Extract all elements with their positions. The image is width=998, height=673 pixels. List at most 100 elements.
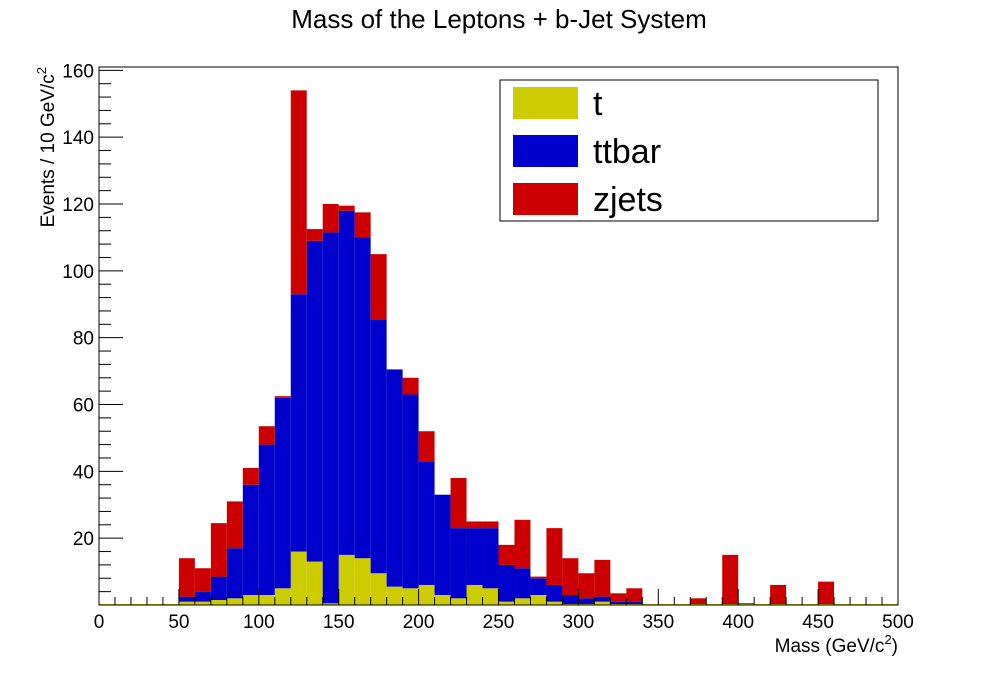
bar-zjets-100	[258, 426, 275, 445]
legend-label-zjets: zjets	[593, 181, 663, 219]
bar-ttbar-290	[562, 594, 579, 605]
y-tick-label-20: 20	[73, 529, 94, 550]
bar-zjets-420	[770, 584, 787, 605]
x-tick-label-100: 100	[243, 612, 275, 633]
bar-ttbar-230	[466, 528, 483, 585]
bar-zjets-310	[594, 559, 611, 597]
x-tick-label-250: 250	[483, 612, 515, 633]
bar-zjets-70	[210, 523, 227, 577]
bar-t-240	[482, 588, 499, 605]
bar-ttbar-80	[226, 548, 243, 599]
bar-zjets-80	[226, 501, 243, 549]
bar-t-120	[290, 551, 307, 605]
bar-ttbar-70	[210, 576, 227, 600]
x-tick-label-450: 450	[802, 612, 834, 633]
bar-ttbar-200	[418, 461, 435, 585]
bar-ttbar-320	[610, 601, 627, 605]
x-axis: 0 50 100 150 200 250 300 350 400 450 500	[94, 589, 914, 633]
bar-zjets-270	[530, 576, 547, 579]
y-tick-label-80: 80	[73, 329, 94, 350]
legend-label-t: t	[593, 85, 603, 123]
bar-ttbar-170	[370, 319, 387, 574]
bar-ttbar-250	[498, 564, 515, 602]
x-tick-label-50: 50	[168, 612, 189, 633]
x-axis-title: Mass (GeV/c2)	[775, 632, 898, 657]
bar-zjets-160	[354, 212, 371, 238]
bar-zjets-150	[338, 205, 355, 211]
bar-ttbar-300	[578, 598, 595, 605]
bar-zjets-110	[274, 396, 291, 398]
bar-t-210	[434, 594, 451, 605]
bar-ttbar-260	[514, 568, 531, 599]
y-axis-title: Events / 10 GeV/c2	[34, 67, 59, 227]
x-tick-label-500: 500	[882, 612, 914, 633]
bar-zjets-300	[578, 573, 595, 599]
bar-ttbar-240	[482, 528, 499, 589]
bar-ttbar-120	[290, 294, 307, 552]
bar-ttbar-100	[258, 444, 275, 595]
bar-zjets-140	[322, 204, 339, 233]
bar-ttbar-50	[178, 596, 195, 602]
bar-t-200	[418, 584, 435, 605]
bar-zjets-330	[626, 588, 643, 602]
x-tick-label-0: 0	[94, 612, 105, 633]
bar-zjets-50	[178, 558, 195, 597]
bar-t-160	[354, 558, 371, 605]
bar-zjets-240	[482, 521, 499, 529]
y-tick-label-60: 60	[73, 396, 94, 417]
x-tick-label-400: 400	[722, 612, 754, 633]
bar-ttbar-140	[322, 232, 339, 604]
bar-t-80	[226, 598, 243, 605]
bar-zjets-250	[498, 544, 515, 565]
legend: t ttbar zjets	[499, 79, 879, 222]
bar-ttbar-90	[242, 484, 259, 595]
bar-zjets-220	[450, 478, 467, 529]
bar-ttbar-210	[434, 494, 451, 595]
bar-zjets-60	[194, 568, 211, 592]
bar-ttbar-190	[402, 394, 419, 589]
bar-ttbar-130	[306, 240, 323, 562]
bar-t-150	[338, 554, 355, 605]
bar-t-260	[514, 598, 531, 605]
bar-t-170	[370, 573, 387, 605]
legend-label-ttbar: ttbar	[593, 133, 661, 171]
bar-zjets-260	[514, 519, 531, 569]
bar-t-90	[242, 594, 259, 605]
bar-t-60	[194, 601, 211, 605]
bar-t-220	[450, 598, 467, 605]
bar-t-310	[594, 601, 611, 605]
legend-swatch-zjets	[513, 183, 578, 215]
bar-ttbar-180	[386, 369, 403, 587]
bar-zjets-130	[306, 229, 323, 241]
bar-t-280	[546, 601, 563, 605]
bar-zjets-170	[370, 254, 387, 320]
bar-ttbar-60	[194, 591, 211, 602]
bar-zjets-290	[562, 558, 579, 595]
y-tick-label-140: 140	[62, 128, 94, 149]
bar-zjets-120	[290, 90, 307, 295]
bar-ttbar-330	[626, 601, 643, 605]
bar-zjets-230	[466, 521, 483, 529]
x-tick-label-150: 150	[323, 612, 355, 633]
bar-ttbar-270	[530, 578, 547, 595]
bar-t-50	[178, 601, 195, 605]
x-tick-label-200: 200	[403, 612, 435, 633]
y-tick-label-120: 120	[62, 195, 94, 216]
x-tick-label-350: 350	[642, 612, 674, 633]
bar-t-270	[530, 594, 547, 605]
bar-ttbar-150	[338, 210, 355, 555]
legend-swatch-t	[513, 87, 578, 119]
bar-zjets-450	[818, 581, 835, 605]
bar-t-230	[466, 584, 483, 605]
bar-t-250	[498, 601, 515, 605]
y-tick-label-40: 40	[73, 462, 94, 483]
y-tick-label-160: 160	[62, 61, 94, 82]
y-axis: 20 40 60 80 100 120 140 160	[62, 61, 123, 593]
bar-zjets-390	[722, 554, 739, 605]
bar-ttbar-160	[354, 237, 371, 559]
bar-ttbar-310	[594, 596, 611, 602]
bar-zjets-200	[418, 431, 435, 462]
bar-t-70	[210, 599, 227, 605]
bar-ttbar-220	[450, 528, 467, 599]
